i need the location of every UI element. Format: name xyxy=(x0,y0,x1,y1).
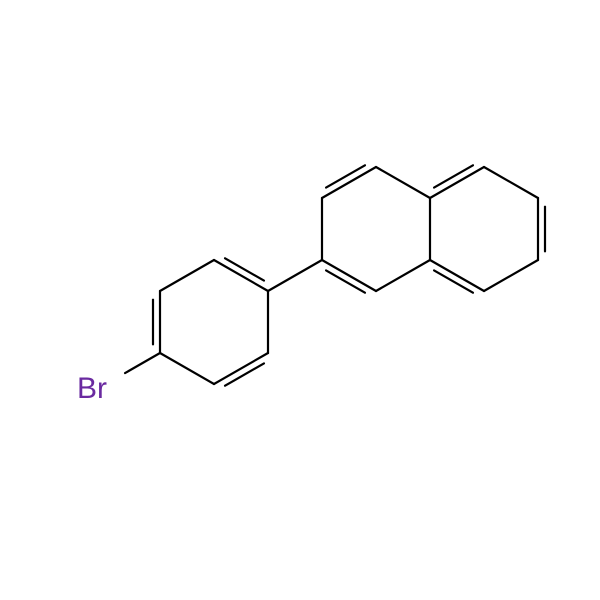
bond xyxy=(214,260,268,291)
bond xyxy=(268,260,322,291)
atom-label-br: Br xyxy=(77,372,107,405)
bond xyxy=(484,260,538,291)
bond xyxy=(322,260,376,291)
bond xyxy=(376,167,430,198)
chemical-structure: Br xyxy=(0,0,600,600)
bond xyxy=(214,353,268,384)
bond xyxy=(484,167,538,198)
bond xyxy=(160,353,214,384)
bond xyxy=(430,260,484,291)
bond xyxy=(376,260,430,291)
bond xyxy=(160,260,214,291)
bond xyxy=(125,353,160,373)
bond xyxy=(430,167,484,198)
bond xyxy=(322,167,376,198)
